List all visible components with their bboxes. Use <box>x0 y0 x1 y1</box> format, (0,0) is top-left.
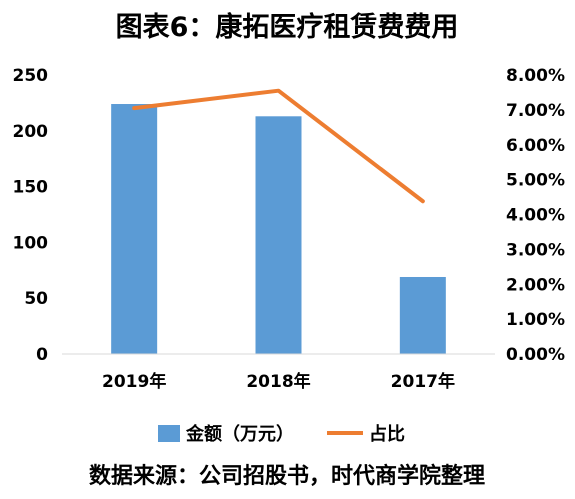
right-tick-label: 5.00% <box>506 171 565 191</box>
right-tick-label: 8.00% <box>506 66 565 86</box>
legend-label-ratio: 占比 <box>369 423 405 445</box>
right-tick-label: 1.00% <box>506 310 565 330</box>
legend-swatch-amount <box>158 425 180 442</box>
right-tick-label: 7.00% <box>506 101 565 121</box>
left-tick-label: 50 <box>24 289 48 309</box>
right-tick-label: 6.00% <box>506 136 565 156</box>
right-tick-label: 2.00% <box>506 275 565 295</box>
left-tick-label: 150 <box>13 178 49 198</box>
bar-1 <box>255 116 302 355</box>
line-series <box>132 88 425 204</box>
category-labels: 2019年 2018年 2017年 <box>102 371 455 392</box>
left-tick-label: 100 <box>13 233 49 253</box>
right-tick-label: 0.00% <box>506 345 565 365</box>
legend: 金额（万元） 占比 <box>158 423 405 445</box>
right-axis-ticks: 0.00% 1.00% 2.00% 3.00% 4.00% 5.00% 6.00% 7.00%… <box>506 66 565 365</box>
category-label: 2018年 <box>246 371 310 392</box>
category-label: 2017年 <box>391 371 455 392</box>
ratio-line <box>132 88 425 204</box>
source-note: 数据来源：公司招股书，时代商学院整理 <box>89 463 485 489</box>
left-axis-ticks: 0 50 100 150 200 250 <box>13 66 49 365</box>
left-tick-label: 200 <box>13 122 49 142</box>
category-label: 2019年 <box>102 371 166 392</box>
bar-series <box>111 104 446 355</box>
right-tick-label: 3.00% <box>506 240 565 260</box>
left-tick-label: 0 <box>36 345 48 365</box>
bar-0 <box>111 104 158 355</box>
left-tick-label: 250 <box>13 66 49 86</box>
chart-title: 图表6：康拓医疗租赁费费用 <box>116 11 459 43</box>
legend-label-amount: 金额（万元） <box>185 423 294 445</box>
bar-2 <box>399 276 446 354</box>
right-tick-label: 4.00% <box>506 206 565 226</box>
